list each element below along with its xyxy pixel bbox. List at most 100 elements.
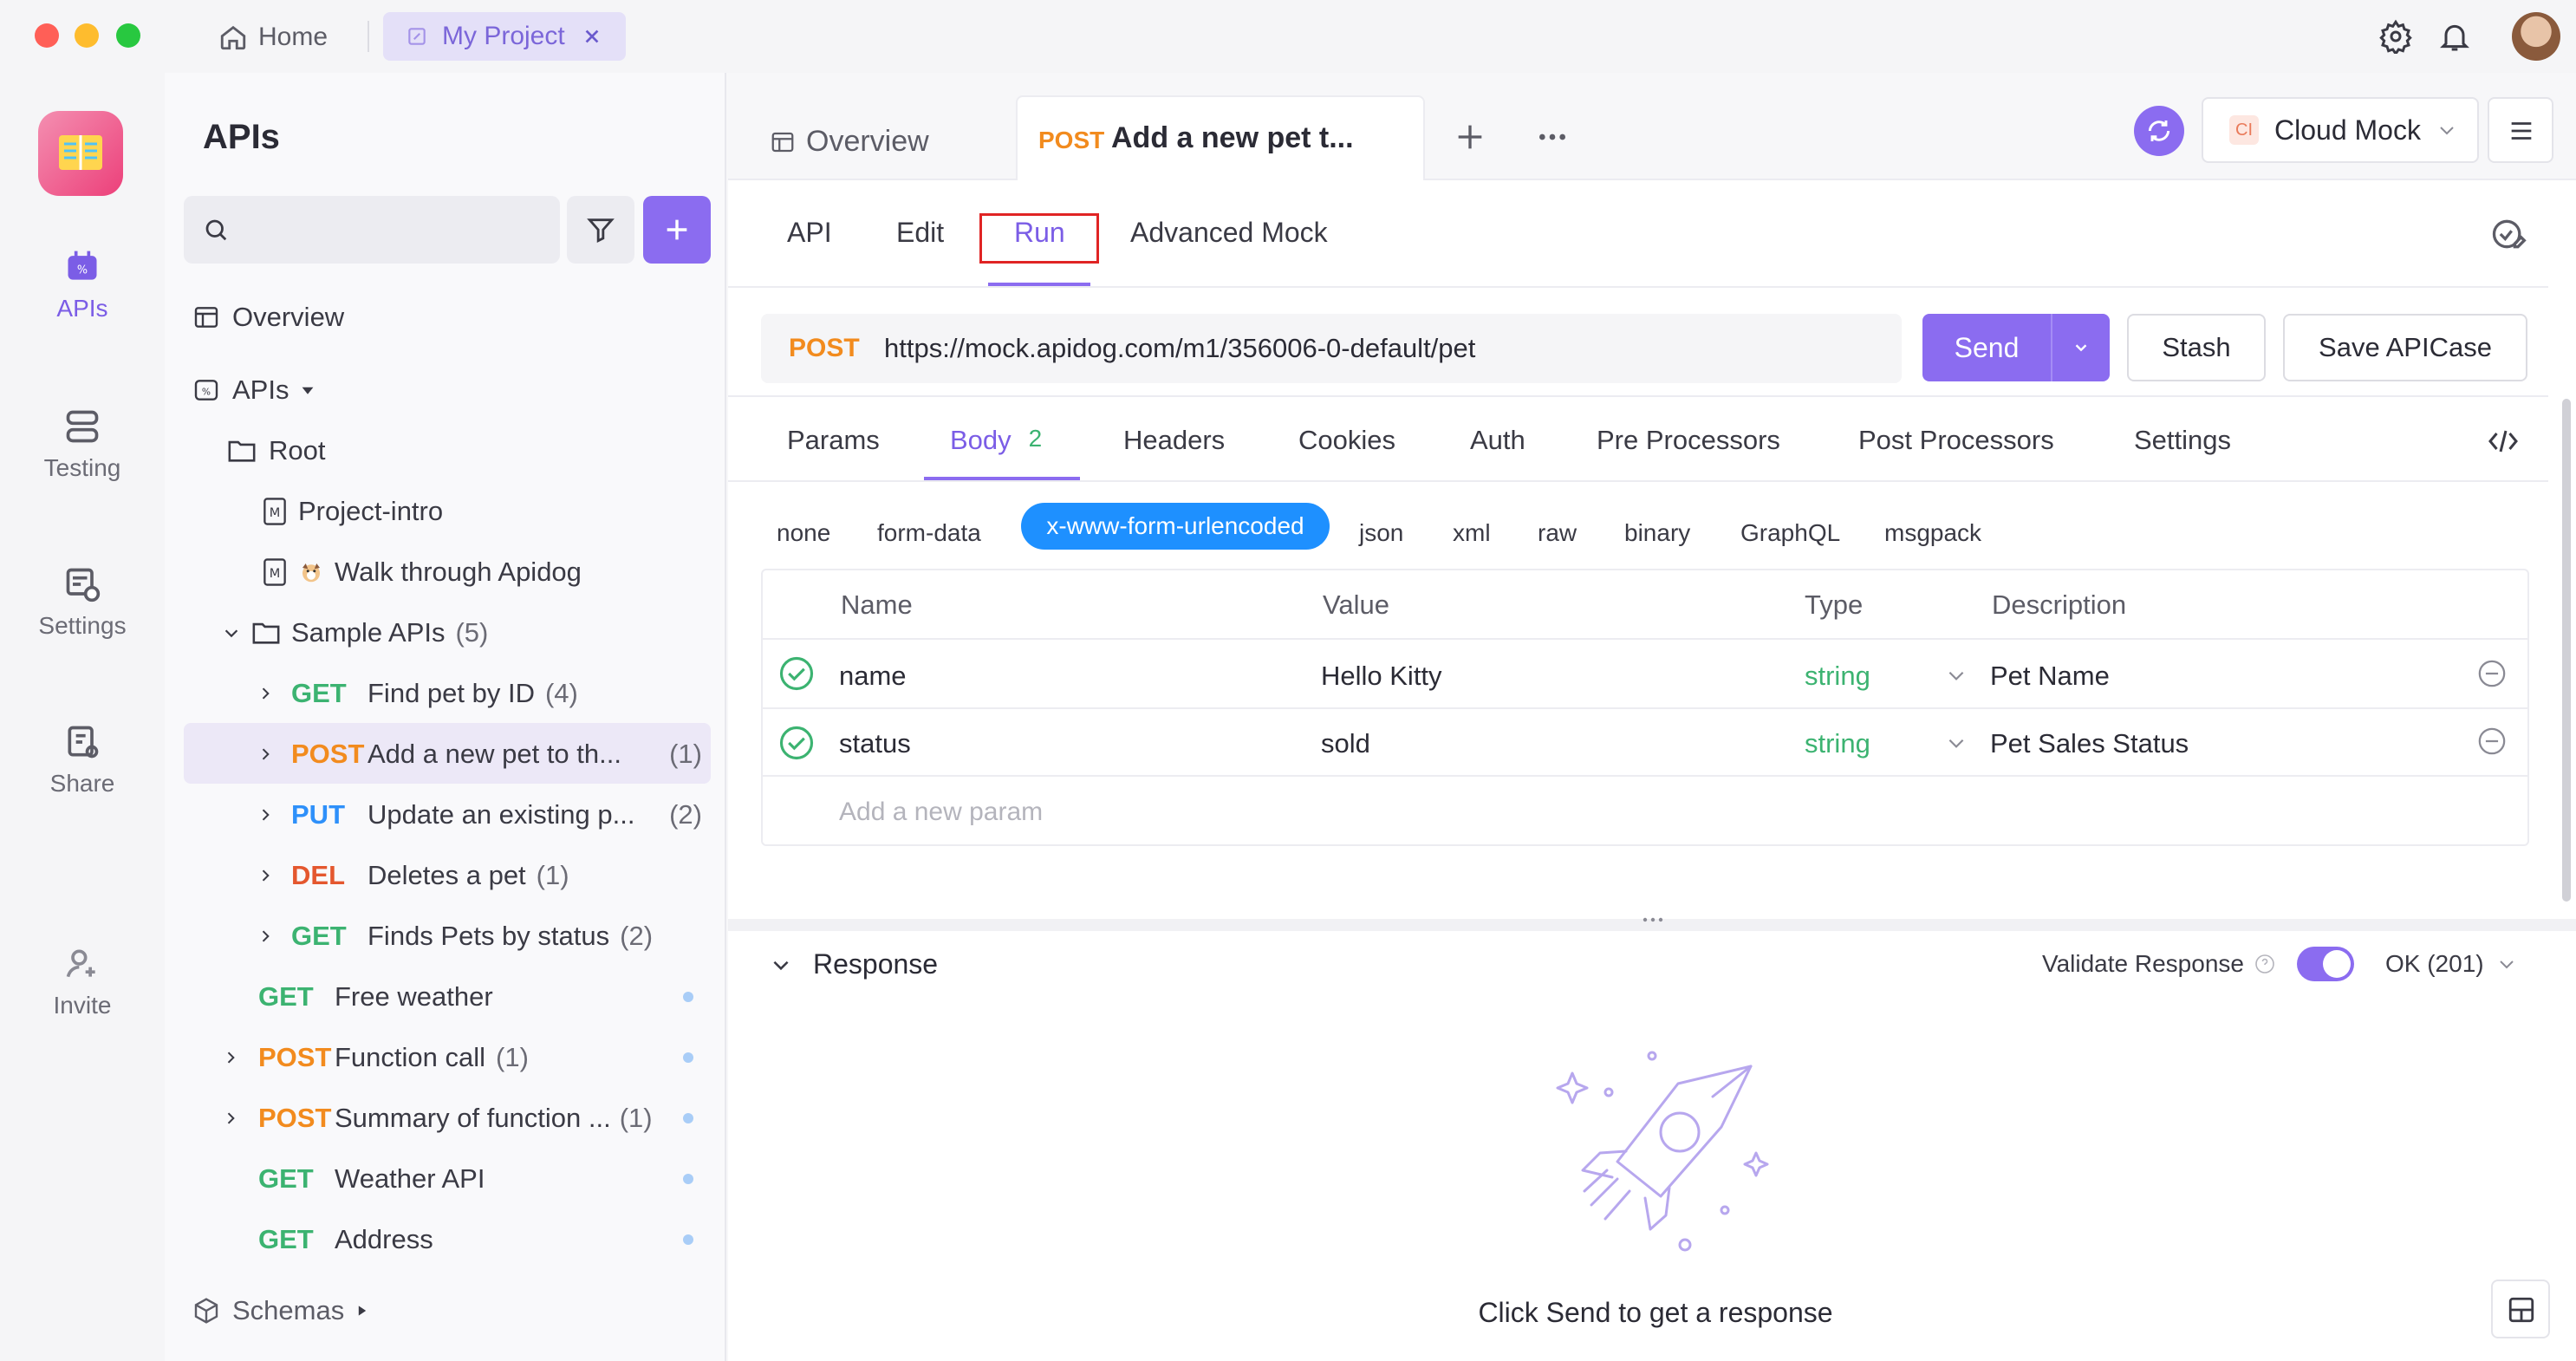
status-dot	[683, 1052, 693, 1063]
url-bar[interactable]: POST https://mock.apidog.com/m1/356006-0…	[761, 314, 1902, 383]
close-window-button[interactable]	[35, 23, 59, 48]
param-name-cell[interactable]: status	[839, 728, 911, 759]
scrollbar-thumb[interactable]	[2562, 399, 2571, 902]
req-tab-headers[interactable]: Headers	[1123, 425, 1226, 455]
param-value-cell[interactable]: Hello Kitty	[1321, 661, 1442, 691]
req-tab-auth[interactable]: Auth	[1470, 425, 1525, 455]
rail-item-settings[interactable]: Settings	[0, 565, 165, 640]
rail-item-invite[interactable]: Invite	[0, 945, 165, 1019]
sidebar-root-label: Root	[269, 435, 326, 466]
rail-item-testing[interactable]: Testing	[0, 407, 165, 482]
sidebar-overview[interactable]: Overview	[192, 302, 344, 333]
panel-resize-handle[interactable]	[728, 917, 2576, 931]
param-type-select[interactable]: string	[1805, 728, 1870, 759]
sidebar-endpoint-row[interactable]: POST Function call (1)	[222, 1042, 693, 1073]
sidebar-apis-folder[interactable]: % APIs	[192, 374, 315, 406]
gear-icon[interactable]	[2378, 19, 2413, 54]
layout-toggle-button[interactable]	[2491, 1280, 2550, 1338]
environment-select[interactable]: CI Cloud Mock	[2202, 97, 2479, 163]
remove-param-icon[interactable]	[2477, 659, 2507, 688]
req-tab-cookies[interactable]: Cookies	[1298, 425, 1395, 455]
home-tab[interactable]: Home	[218, 14, 328, 61]
save-apicase-button[interactable]: Save APICase	[2283, 314, 2527, 381]
sidebar-endpoint-row[interactable]: GET Find pet by ID (4)	[257, 678, 578, 709]
sidebar-item-project-intro[interactable]: M Project-intro	[262, 496, 443, 527]
content-type-xml[interactable]: xml	[1453, 519, 1491, 546]
subtab-advanced-mock[interactable]: Advanced Mock	[1130, 217, 1328, 248]
sidebar-schemas[interactable]: Schemas	[192, 1295, 368, 1326]
layout-icon	[2507, 1295, 2536, 1325]
app-logo[interactable]	[38, 111, 123, 196]
param-description-cell[interactable]: Pet Name	[1990, 661, 2110, 691]
sidebar-endpoint-row[interactable]: GET Free weather	[258, 981, 693, 1013]
content-type-graphql[interactable]: GraphQL	[1740, 519, 1841, 546]
sidebar-endpoint-row[interactable]: PUT Update an existing p... (2)	[257, 799, 702, 830]
maximize-window-button[interactable]	[116, 23, 140, 48]
sidebar-endpoint-row[interactable]: GET Address	[258, 1224, 693, 1255]
tab-overview[interactable]: Overview	[770, 125, 929, 159]
param-type-select[interactable]: string	[1805, 661, 1870, 691]
user-avatar[interactable]	[2512, 12, 2560, 61]
param-description-cell[interactable]: Pet Sales Status	[1990, 728, 2189, 759]
sync-button[interactable]	[2134, 106, 2184, 156]
sidebar-endpoint-row-selected[interactable]: POST Add a new pet to th... (1)	[257, 739, 702, 770]
req-tab-body[interactable]: Body 2	[950, 425, 1042, 456]
sidebar-endpoint-row[interactable]: POST Summary of function ... (1)	[222, 1103, 693, 1134]
sidebar-endpoint-row[interactable]: GET Finds Pets by status (2)	[257, 921, 653, 952]
close-tab-icon[interactable]	[582, 27, 602, 46]
send-button[interactable]: Send	[1922, 314, 2051, 381]
subtab-edit[interactable]: Edit	[896, 217, 945, 248]
check-circle-icon[interactable]	[778, 725, 815, 761]
url-method[interactable]: POST	[789, 334, 860, 362]
content-type-urlencoded[interactable]: x-www-form-urlencoded	[1021, 503, 1330, 550]
content-type-msgpack[interactable]: msgpack	[1884, 519, 1982, 546]
req-tab-settings[interactable]: Settings	[2134, 425, 2232, 455]
validate-response-toggle[interactable]	[2297, 947, 2354, 981]
content-type-json[interactable]: json	[1359, 519, 1404, 546]
param-value-cell[interactable]: sold	[1321, 728, 1370, 759]
rail-item-share[interactable]: Share	[0, 723, 165, 798]
bell-icon[interactable]	[2437, 19, 2472, 54]
filter-button[interactable]	[567, 196, 634, 264]
search-input[interactable]	[184, 196, 560, 264]
endpoint-name: Deletes a pet	[368, 860, 526, 890]
sidebar-sample-apis-folder[interactable]: Sample APIs (5)	[222, 617, 488, 648]
project-intro-label: Project-intro	[298, 496, 444, 526]
new-tab-button[interactable]	[1453, 120, 1487, 154]
sidebar-endpoint-row[interactable]: DEL Deletes a pet (1)	[257, 860, 569, 891]
chevron-down-icon	[2436, 120, 2457, 140]
project-tab[interactable]: My Project	[383, 12, 626, 61]
tab-active-endpoint[interactable]: POST Add a new pet t...	[1016, 95, 1425, 180]
column-header-name: Name	[841, 589, 913, 620]
help-icon[interactable]	[2254, 954, 2275, 974]
content-type-form-data[interactable]: form-data	[877, 519, 981, 546]
sidebar-item-walk-through[interactable]: M Walk through Apidog	[262, 557, 582, 588]
add-param-input[interactable]: Add a new param	[839, 798, 1044, 826]
url-input[interactable]: https://mock.apidog.com/m1/356006-0-defa…	[884, 333, 1476, 363]
stash-button[interactable]: Stash	[2127, 314, 2266, 381]
code-icon[interactable]	[2488, 428, 2519, 454]
param-name-cell[interactable]: name	[839, 661, 907, 691]
edit-note-icon[interactable]	[2489, 215, 2527, 253]
sample-apis-label: Sample APIs	[291, 617, 446, 648]
content-type-raw[interactable]: raw	[1538, 519, 1577, 546]
remove-param-icon[interactable]	[2477, 726, 2507, 756]
check-circle-icon[interactable]	[778, 655, 815, 692]
rail-item-apis[interactable]: % APIs	[0, 248, 165, 322]
menu-button[interactable]	[2488, 97, 2553, 163]
subtab-run[interactable]: Run	[1014, 217, 1065, 248]
response-status-select[interactable]: OK (201)	[2385, 950, 2517, 978]
more-tabs-button[interactable]	[1534, 120, 1571, 154]
content-type-none[interactable]: none	[777, 519, 831, 546]
response-header[interactable]: Response	[770, 948, 938, 980]
req-tab-params[interactable]: Params	[787, 425, 880, 455]
content-type-binary[interactable]: binary	[1624, 519, 1691, 546]
sidebar-endpoint-row[interactable]: GET Weather API	[258, 1163, 693, 1195]
subtab-api[interactable]: API	[787, 217, 832, 248]
minimize-window-button[interactable]	[75, 23, 99, 48]
send-dropdown-button[interactable]	[2051, 314, 2110, 381]
add-api-button[interactable]	[643, 196, 711, 264]
req-tab-post-processors[interactable]: Post Processors	[1858, 425, 2054, 455]
req-tab-pre-processors[interactable]: Pre Processors	[1597, 425, 1780, 455]
sidebar-root-folder[interactable]: Root	[227, 435, 325, 466]
